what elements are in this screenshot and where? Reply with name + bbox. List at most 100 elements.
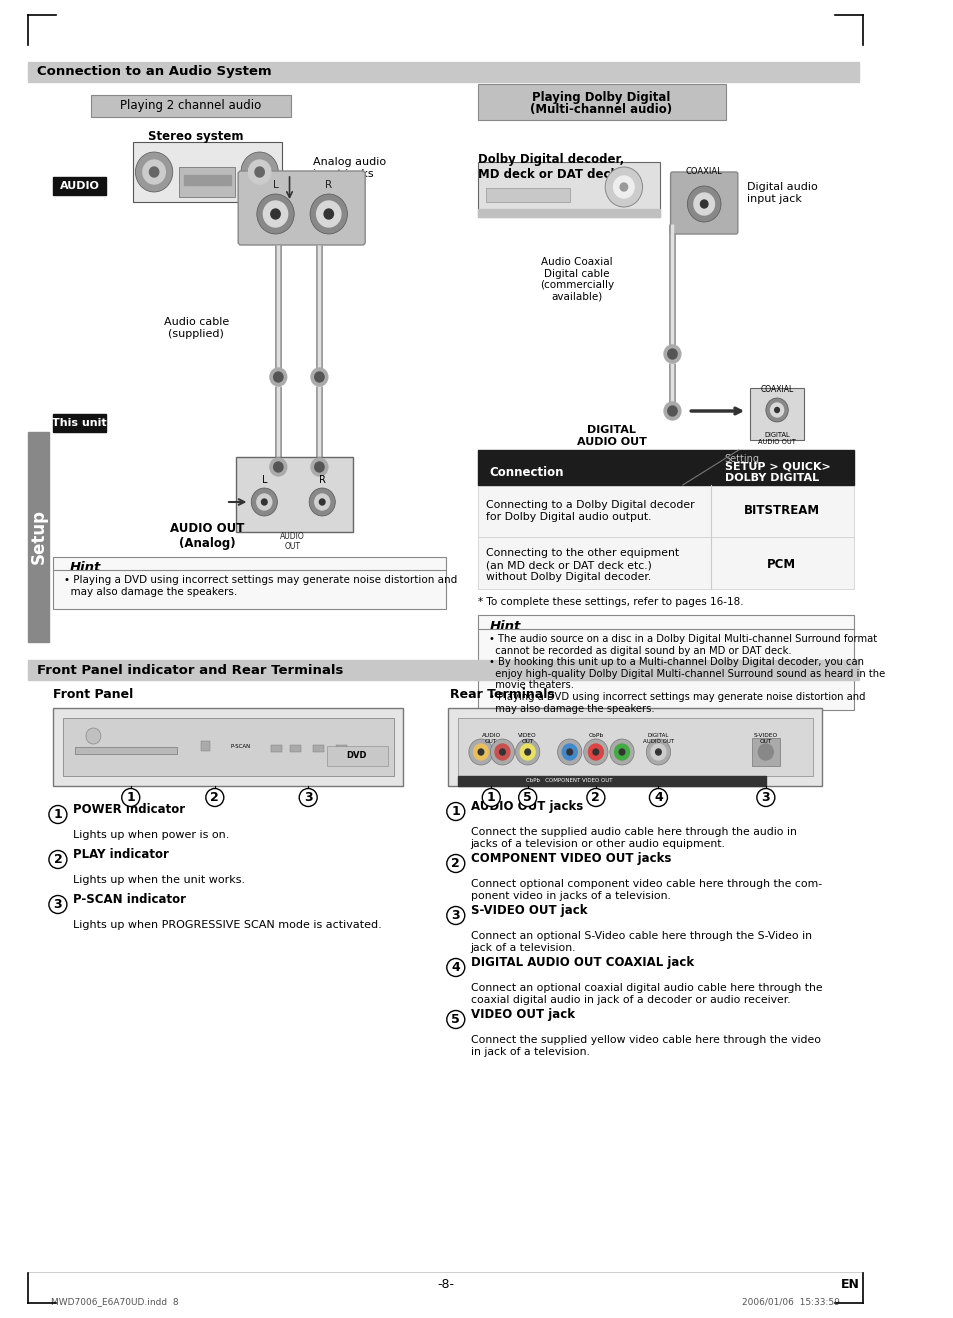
Text: Connection to an Audio System: Connection to an Audio System — [37, 66, 272, 79]
Text: PCM: PCM — [766, 559, 796, 572]
Text: Audio cable
(supplied): Audio cable (supplied) — [163, 318, 229, 339]
Bar — [28, 660, 859, 680]
Text: POWER indicator: POWER indicator — [72, 803, 185, 816]
Text: Digital audio
input jack: Digital audio input jack — [746, 182, 817, 203]
Text: COAXIAL: COAXIAL — [760, 385, 793, 394]
Text: Dolby Digital decoder,
MD deck or DAT deck: Dolby Digital decoder, MD deck or DAT de… — [477, 153, 624, 181]
Bar — [53, 558, 445, 609]
Bar — [53, 708, 403, 786]
Circle shape — [150, 167, 158, 177]
Text: -8-: -8- — [436, 1278, 454, 1292]
Circle shape — [619, 183, 627, 191]
Text: Connecting to the other equipment
(an MD deck or DAT deck etc.)
without Dolby Di: Connecting to the other equipment (an MD… — [485, 548, 679, 581]
Text: COMPONENT VIDEO OUT jacks: COMPONENT VIDEO OUT jacks — [470, 851, 670, 865]
Circle shape — [667, 349, 677, 358]
Circle shape — [311, 457, 328, 476]
Text: Hint: Hint — [70, 561, 101, 575]
FancyBboxPatch shape — [670, 173, 737, 235]
Circle shape — [583, 739, 607, 764]
Text: 3: 3 — [304, 791, 313, 804]
Text: 2006/01/06  15:33:59: 2006/01/06 15:33:59 — [741, 1297, 839, 1306]
FancyBboxPatch shape — [238, 171, 365, 245]
Bar — [485, 188, 569, 202]
Bar — [477, 162, 659, 217]
Bar — [477, 210, 659, 217]
Text: L: L — [273, 181, 278, 190]
Circle shape — [310, 194, 347, 235]
Text: • The audio source on a disc in a Dolby Digital Multi-channel Surround format
  : • The audio source on a disc in a Dolby … — [489, 634, 884, 713]
Circle shape — [618, 749, 624, 755]
Circle shape — [274, 463, 283, 472]
Text: 3: 3 — [760, 791, 769, 804]
Text: AUDIO: AUDIO — [59, 181, 99, 191]
Circle shape — [588, 743, 602, 760]
Text: CbPb: CbPb — [588, 733, 603, 738]
Circle shape — [557, 739, 581, 764]
Circle shape — [254, 167, 264, 177]
Circle shape — [614, 743, 629, 760]
Bar — [477, 616, 853, 710]
Circle shape — [515, 739, 539, 764]
Circle shape — [309, 488, 335, 517]
Circle shape — [251, 488, 277, 517]
Circle shape — [700, 200, 707, 208]
Circle shape — [468, 739, 493, 764]
Circle shape — [499, 749, 505, 755]
Text: AUDIO OUT jacks: AUDIO OUT jacks — [470, 800, 582, 813]
Text: COAXIAL: COAXIAL — [685, 167, 721, 177]
Circle shape — [274, 372, 283, 382]
Circle shape — [650, 743, 665, 760]
Bar — [179, 167, 235, 196]
Circle shape — [86, 728, 101, 743]
Bar — [132, 142, 282, 202]
Bar — [477, 449, 853, 485]
Circle shape — [663, 402, 680, 420]
Circle shape — [758, 743, 773, 760]
Text: S-VIDEO
OUT: S-VIDEO OUT — [753, 733, 777, 743]
Circle shape — [271, 210, 280, 219]
Text: AUDIO OUT
(Analog): AUDIO OUT (Analog) — [170, 522, 244, 550]
Text: 1: 1 — [53, 808, 62, 821]
Circle shape — [645, 739, 670, 764]
Circle shape — [248, 159, 271, 185]
Circle shape — [765, 398, 787, 422]
Text: (Multi-channel audio): (Multi-channel audio) — [530, 103, 672, 116]
Circle shape — [770, 403, 782, 416]
Text: R: R — [325, 181, 332, 190]
Circle shape — [609, 739, 634, 764]
Bar — [749, 387, 803, 440]
Bar — [236, 457, 353, 532]
Circle shape — [256, 494, 272, 510]
Text: 5: 5 — [451, 1014, 459, 1025]
Bar — [448, 708, 821, 786]
Circle shape — [241, 152, 278, 192]
Text: P-SCAN: P-SCAN — [231, 743, 251, 749]
Text: AUDIO
OUT: AUDIO OUT — [279, 532, 304, 551]
Bar — [91, 95, 291, 117]
Text: 4: 4 — [654, 791, 662, 804]
Circle shape — [566, 749, 572, 755]
Circle shape — [495, 743, 510, 760]
Bar — [313, 745, 324, 753]
Text: L: L — [261, 474, 267, 485]
Circle shape — [270, 368, 287, 386]
Circle shape — [490, 739, 514, 764]
Circle shape — [314, 494, 330, 510]
Text: BITSTREAM: BITSTREAM — [743, 505, 819, 518]
Bar — [289, 745, 300, 753]
Bar — [53, 414, 106, 432]
Bar — [271, 745, 282, 753]
Circle shape — [319, 500, 325, 505]
Bar — [477, 485, 853, 536]
Text: Playing Dolby Digital: Playing Dolby Digital — [532, 91, 670, 104]
Text: R: R — [318, 474, 325, 485]
Text: 1: 1 — [451, 805, 459, 818]
Text: Connection: Connection — [489, 465, 563, 478]
Text: VIDEO
OUT: VIDEO OUT — [517, 733, 537, 743]
Text: PLAY indicator: PLAY indicator — [72, 847, 169, 861]
Text: This unit: This unit — [52, 418, 107, 428]
Text: MWD7006_E6A70UD.indd  8: MWD7006_E6A70UD.indd 8 — [51, 1297, 179, 1306]
Text: Connect an optional coaxial digital audio cable here through the
coaxial digital: Connect an optional coaxial digital audi… — [470, 983, 821, 1004]
Circle shape — [774, 407, 779, 413]
Text: Connect optional component video cable here through the com-
ponent video in jac: Connect optional component video cable h… — [470, 879, 821, 900]
